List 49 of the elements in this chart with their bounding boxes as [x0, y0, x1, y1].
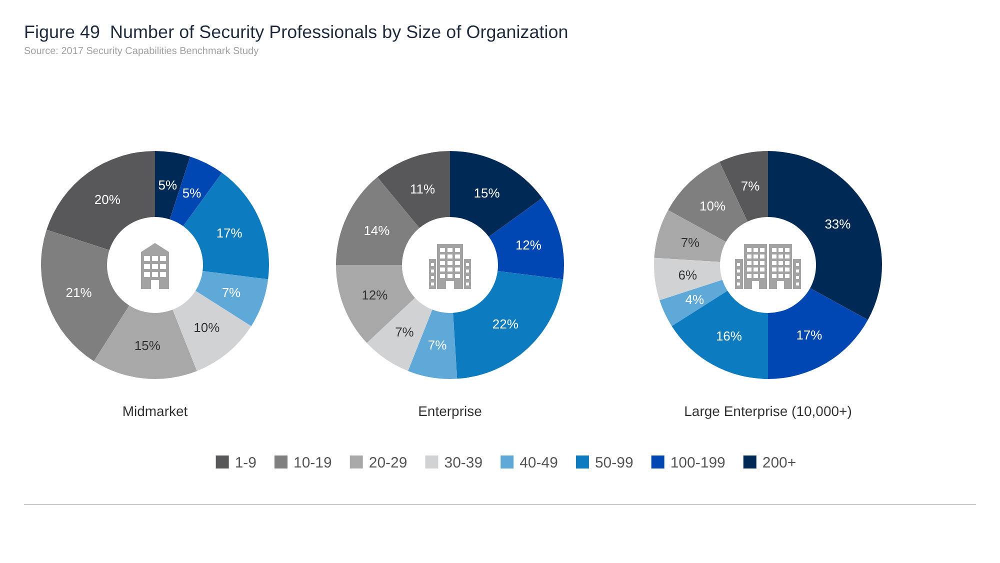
source-note: Source: 2017 Security Capabilities Benchmark Study — [24, 46, 259, 57]
data-label: 17% — [796, 327, 823, 342]
donut-slice — [450, 151, 542, 237]
donut-slice — [41, 230, 130, 362]
legend-label: 100-199 — [670, 454, 726, 472]
donut-slice — [768, 288, 868, 379]
donut-slice — [183, 172, 269, 280]
data-label: 5% — [182, 185, 202, 200]
data-label: 10% — [194, 320, 220, 335]
donut-slice — [336, 265, 416, 344]
legend-label: 40-49 — [520, 454, 558, 472]
donut-slice — [453, 271, 564, 379]
chart-title: Figure 49 Number of Security Professionals by Size of Organization — [24, 22, 568, 42]
legend-label: 10-19 — [294, 454, 332, 472]
data-label: 12% — [515, 237, 542, 252]
data-label: 14% — [364, 223, 390, 238]
text: Enterprise — [418, 403, 482, 419]
data-label: 17% — [216, 225, 243, 240]
donut-slice — [660, 280, 728, 326]
data-label: 11% — [410, 181, 436, 196]
data-label: 16% — [716, 328, 742, 344]
donut-slice — [46, 151, 155, 250]
data-label: 20% — [94, 192, 121, 208]
legend-label: 30-39 — [444, 454, 483, 472]
data-label: 22% — [492, 316, 519, 332]
data-label: 6% — [678, 268, 698, 283]
data-label: 15% — [134, 338, 161, 354]
data-label: 5% — [158, 178, 178, 193]
legend-label: 200+ — [762, 454, 796, 472]
data-label: 12% — [362, 287, 388, 302]
data-label: 10% — [700, 198, 726, 214]
donut-slice — [672, 290, 768, 379]
data-label: 7% — [428, 338, 448, 353]
legend-label: 20-29 — [368, 454, 408, 472]
donut-slice — [488, 198, 564, 280]
text: Midmarket — [122, 403, 188, 419]
data-label: 7% — [222, 284, 242, 300]
data-label: 7% — [740, 178, 760, 194]
data-label: 4% — [685, 292, 705, 308]
donut-slice — [768, 151, 882, 320]
legend-label: 50-99 — [594, 454, 634, 472]
legend-label: 1-9 — [234, 454, 257, 472]
data-label: 21% — [66, 284, 92, 300]
donut-slice — [654, 210, 726, 262]
data-label: 7% — [680, 234, 700, 250]
data-label: 33% — [824, 216, 852, 232]
data-label: 7% — [395, 324, 414, 340]
text: Large Enterprise (10,000+) — [684, 403, 852, 419]
data-label: 15% — [474, 185, 500, 200]
